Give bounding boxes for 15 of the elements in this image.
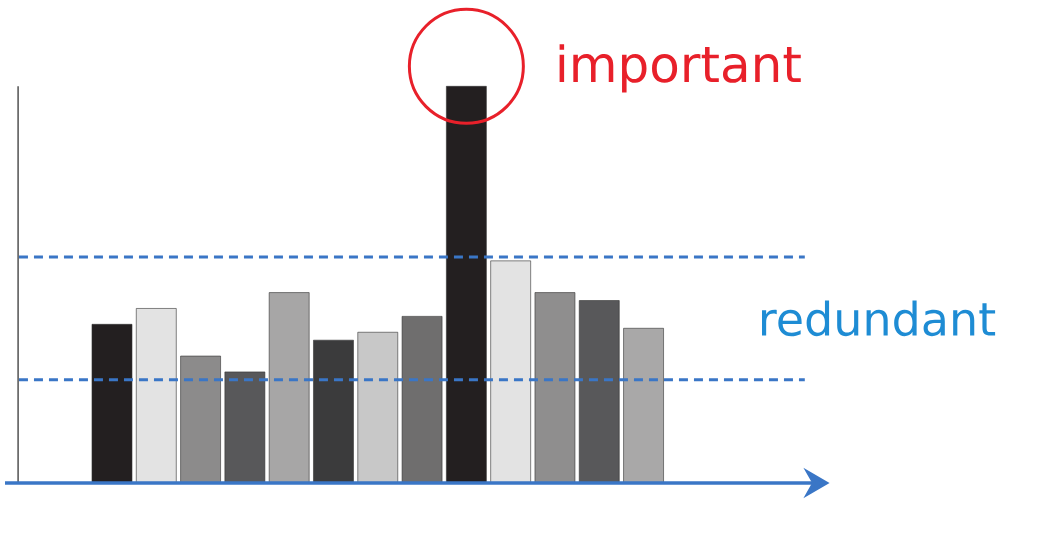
- bar: [401, 316, 443, 484]
- bar: [91, 324, 133, 484]
- bar: [534, 292, 576, 484]
- bar: [357, 331, 399, 484]
- bar: [180, 355, 221, 484]
- annotation: important: [559, 44, 801, 93]
- bar: [446, 86, 487, 484]
- bar: [313, 339, 354, 484]
- bar: [623, 327, 664, 484]
- bar: [578, 300, 620, 484]
- bar: [224, 371, 266, 484]
- bar: [135, 308, 177, 484]
- bar: [490, 260, 531, 484]
- bar: [268, 292, 310, 484]
- text: redundant: [762, 300, 996, 337]
